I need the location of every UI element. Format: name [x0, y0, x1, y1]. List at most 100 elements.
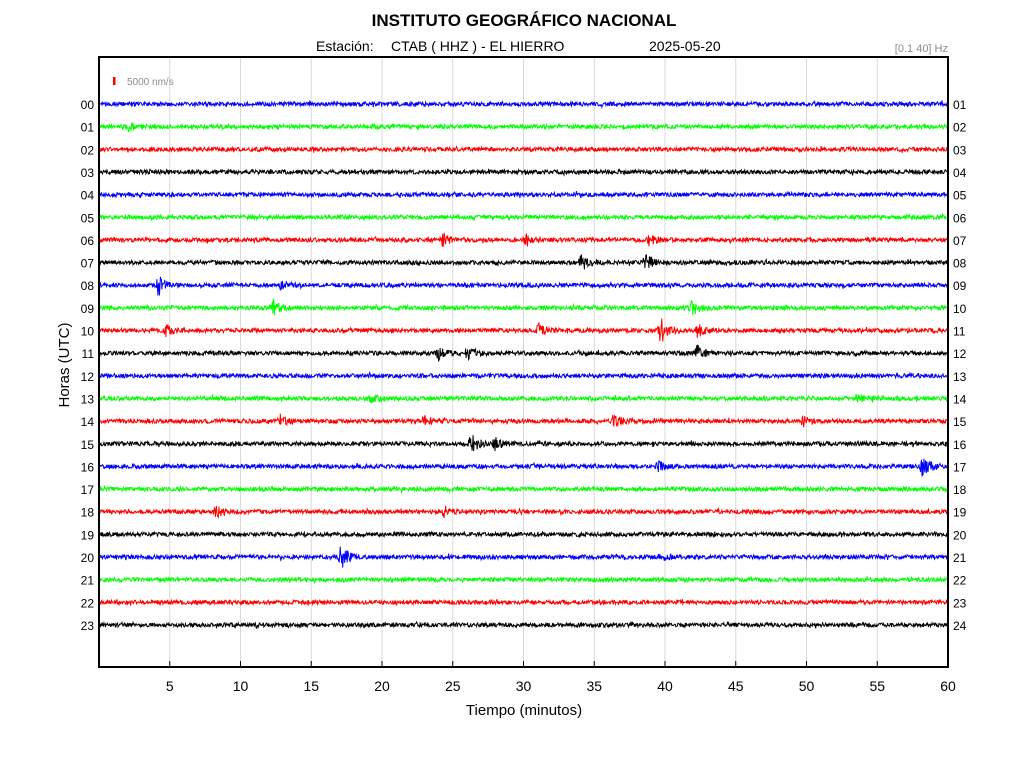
trace-hour-04	[98, 190, 949, 199]
hour-label-right: 10	[953, 302, 967, 316]
trace-hour-07	[98, 254, 949, 270]
hour-label-right: 09	[953, 279, 967, 293]
trace-hour-11	[98, 344, 949, 362]
hour-label-right: 12	[953, 347, 967, 361]
hour-label-left: 15	[81, 438, 95, 452]
hour-label-left: 10	[81, 325, 95, 339]
station-label: Estación:	[316, 38, 374, 54]
trace-hour-13	[98, 393, 949, 404]
x-tick-label: 15	[303, 678, 319, 694]
filter-band: [0.1 40] Hz	[895, 43, 948, 55]
trace-hour-06	[98, 232, 949, 247]
x-tick-label: 30	[516, 678, 532, 694]
scale-bar-mark	[113, 77, 116, 85]
trace-hour-03	[98, 167, 949, 177]
trace-hour-16	[98, 458, 949, 477]
trace-hour-18	[98, 505, 949, 519]
hour-label-right: 05	[953, 189, 967, 203]
trace-hour-14	[98, 413, 949, 428]
hour-label-left: 14	[81, 415, 95, 429]
hour-label-left: 11	[82, 347, 95, 361]
hour-label-right: 14	[953, 392, 967, 406]
hour-label-left: 13	[81, 392, 95, 406]
hour-label-left: 19	[81, 528, 95, 542]
x-tick-label: 50	[799, 678, 815, 694]
hour-label-left: 00	[81, 98, 95, 112]
trace-hour-10	[98, 318, 949, 342]
hour-label-right: 06	[953, 211, 967, 225]
hour-label-left: 03	[81, 166, 95, 180]
hour-label-right: 22	[953, 574, 967, 588]
hour-label-right: 24	[953, 619, 967, 633]
x-tick-label: 20	[374, 678, 390, 694]
trace-hour-21	[98, 575, 949, 585]
hour-label-left: 22	[81, 596, 95, 610]
hour-label-left: 05	[81, 211, 95, 225]
hour-label-right: 04	[953, 166, 967, 180]
trace-hour-20	[98, 546, 949, 568]
trace-group	[98, 99, 949, 629]
hour-label-left: 17	[81, 483, 95, 497]
x-tick-label: 25	[445, 678, 461, 694]
record-date: 2025-05-20	[649, 38, 721, 54]
trace-hour-23	[98, 620, 949, 629]
x-axis-ticks: 5 10 15 20 25 30 35 40 45 50 55 60	[166, 661, 956, 694]
hour-label-left: 16	[81, 460, 95, 474]
hour-label-left: 04	[81, 189, 95, 203]
hour-label-right: 01	[953, 98, 967, 112]
trace-hour-19	[98, 530, 949, 539]
hour-label-left: 08	[81, 279, 95, 293]
hour-label-right: 23	[953, 596, 967, 610]
hour-label-right: 03	[953, 143, 967, 157]
x-axis-label: Tiempo (minutos)	[466, 702, 582, 719]
y-axis-label: Horas (UTC)	[56, 322, 73, 407]
hour-label-right: 11	[953, 325, 966, 339]
hour-label-right: 20	[953, 528, 967, 542]
hour-label-right: 21	[953, 551, 967, 565]
trace-hour-08	[98, 276, 949, 296]
hour-label-left: 20	[81, 551, 95, 565]
hour-label-right: 16	[953, 438, 967, 452]
scale-bar: 5000 nm/s	[113, 77, 174, 88]
x-tick-label: 45	[728, 678, 744, 694]
trace-hour-22	[99, 598, 949, 607]
trace-hour-15	[98, 435, 949, 452]
trace-hour-17	[98, 484, 949, 495]
hour-label-left: 09	[81, 302, 95, 316]
hour-label-right: 17	[953, 460, 967, 474]
station-name: CTAB ( HHZ ) - EL HIERRO	[391, 38, 565, 54]
trace-hour-00	[98, 99, 949, 110]
hour-labels-right: 01 02 03 04 05 06 07 08 09 10 11 12 13 14 15 16 17 18 19 20…	[953, 98, 967, 633]
plot-area: 5000 nm/s	[98, 56, 949, 668]
hour-label-left: 01	[81, 121, 95, 135]
hour-label-left: 18	[81, 506, 95, 520]
hour-label-right: 19	[953, 506, 967, 520]
hour-label-left: 02	[81, 143, 95, 157]
hour-label-left: 23	[81, 619, 95, 633]
x-tick-label: 5	[166, 678, 174, 694]
x-tick-label: 60	[940, 678, 956, 694]
x-tick-label: 35	[586, 678, 602, 694]
hour-label-left: 12	[81, 370, 95, 384]
hour-label-right: 13	[953, 370, 967, 384]
hour-label-right: 07	[953, 234, 967, 248]
hour-label-right: 18	[953, 483, 967, 497]
x-tick-label: 10	[233, 678, 249, 694]
hour-labels-left: 00 01 02 03 04 05 06 07 08 09 10 11 12 13 14 15 16 17 18 19…	[81, 98, 95, 633]
trace-hour-02	[98, 145, 949, 154]
hour-label-right: 15	[953, 415, 967, 429]
x-tick-label: 55	[869, 678, 885, 694]
figure-title: INSTITUTO GEOGRÁFICO NACIONAL	[372, 11, 677, 30]
scale-bar-label: 5000 nm/s	[127, 77, 174, 88]
gridlines	[169, 57, 878, 667]
hour-label-left: 07	[81, 257, 95, 271]
hour-label-right: 02	[953, 121, 967, 135]
hour-label-left: 21	[81, 574, 95, 588]
x-tick-label: 40	[657, 678, 673, 694]
trace-hour-05	[98, 213, 949, 222]
trace-hour-12	[98, 370, 949, 380]
hour-label-right: 08	[953, 257, 967, 271]
trace-hour-09	[98, 298, 949, 316]
hour-label-left: 06	[81, 234, 95, 248]
